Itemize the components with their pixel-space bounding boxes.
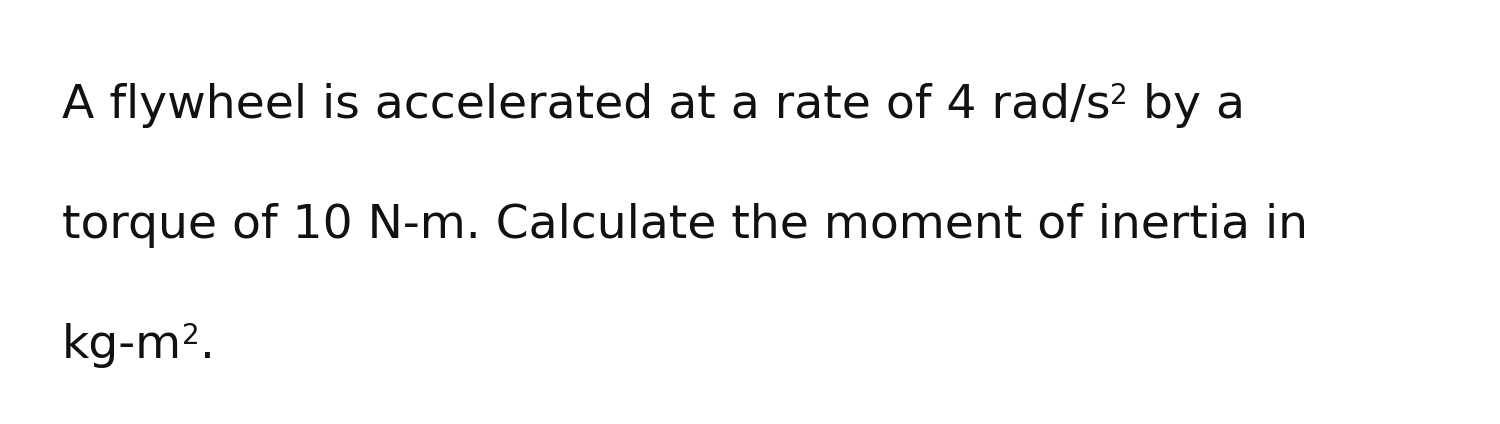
Text: kg-m: kg-m bbox=[62, 323, 182, 368]
Text: 2: 2 bbox=[1110, 82, 1128, 110]
Text: .: . bbox=[200, 323, 214, 368]
Text: 2: 2 bbox=[182, 322, 200, 350]
Text: A flywheel is accelerated at a rate of 4 rad/s: A flywheel is accelerated at a rate of 4… bbox=[62, 83, 1110, 128]
Text: torque of 10 N-m. Calculate the moment of inertia in: torque of 10 N-m. Calculate the moment o… bbox=[62, 203, 1308, 248]
Text: by a: by a bbox=[1128, 83, 1245, 128]
